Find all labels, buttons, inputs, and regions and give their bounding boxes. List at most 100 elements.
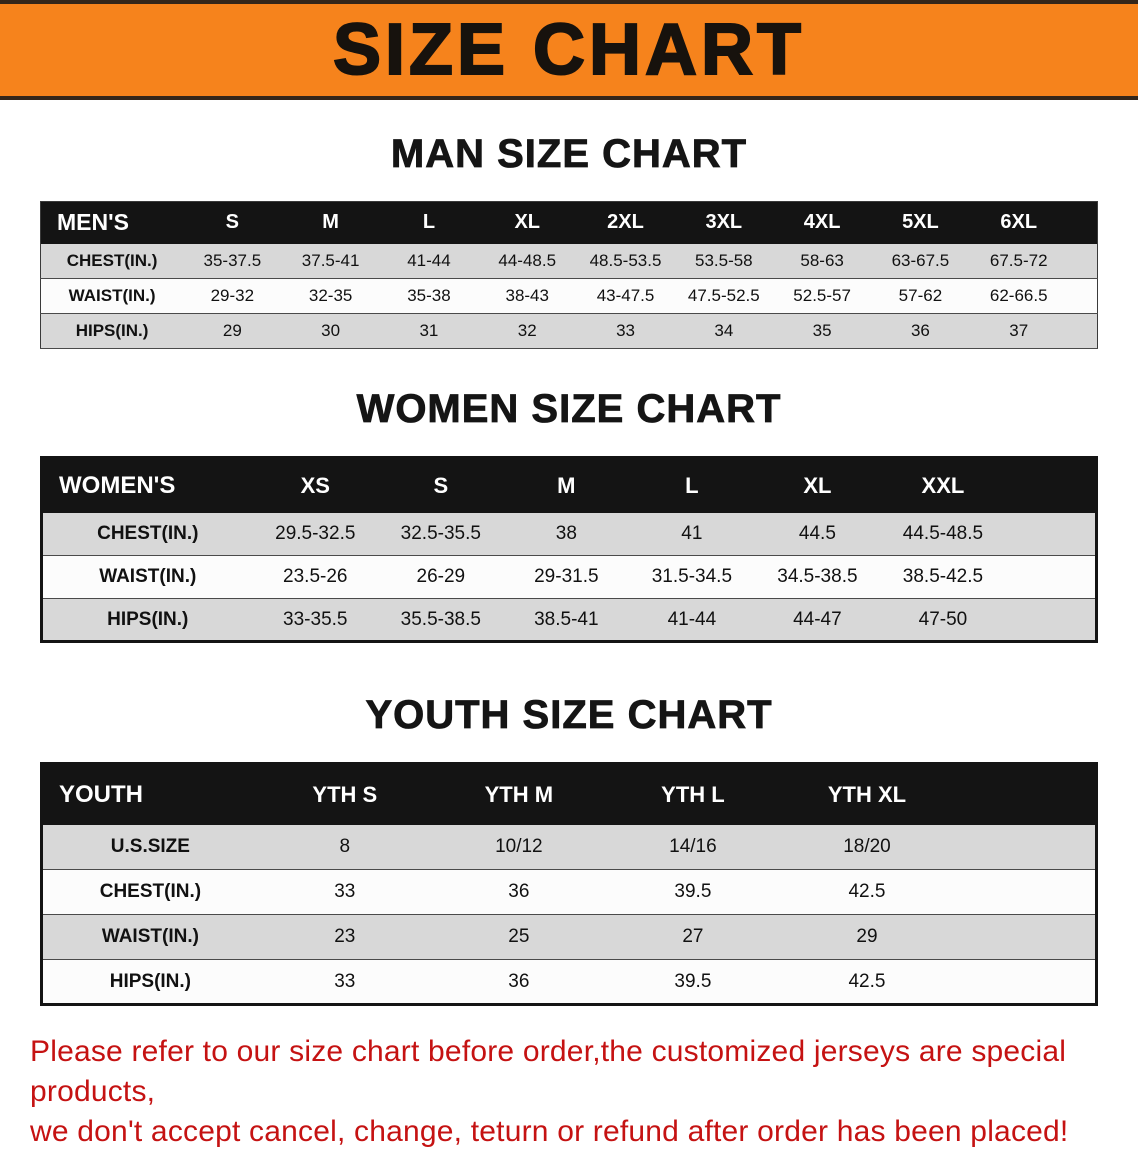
page-title: SIZE CHART [332,10,805,90]
size-value: 25 [508,926,530,947]
filler-cell [1068,314,1098,349]
youth-section-heading: YOUTH SIZE CHART [365,693,773,738]
size-value: 36 [910,321,930,340]
table-header-row: MEN'S S M L XL 2XL 3XL 4XL 5XL 6XL [40,201,1098,244]
size-value: 35 [812,321,832,340]
table-title-cell: WOMEN'S [41,457,253,513]
size-value: 43-47.5 [596,286,655,305]
size-value: 34 [714,321,734,340]
filler-cell [1068,244,1098,279]
size-value: 63-67.5 [891,250,950,270]
size-value: 42.5 [848,970,886,992]
filler-cell [1006,556,1097,599]
size-value: 48.5-53.5 [589,250,662,270]
table-row: HIPS(IN.) 33-35.5 35.5-38.5 38.5-41 41-44 44-… [41,598,1097,642]
size-header-cell: XL [478,201,577,244]
women-size-table: WOMEN'S XS S M L XL XXL CHEST(IN.) 29.5-32.5 32.5… [40,456,1098,643]
disclaimer-line-2: we don't accept cancel, change, teturn o… [30,1114,1069,1148]
row-label: HIPS(IN.) [107,608,189,630]
size-value: 37.5-41 [301,250,360,270]
size-value: 27 [682,926,704,947]
size-value: 30 [321,321,341,340]
size-header-cell: 4XL [772,201,872,244]
filler-cell [1068,279,1098,314]
size-value: 26-29 [416,566,466,587]
table-row: CHEST(IN.) 35-37.5 37.5-41 41-44 44-48.5 48.5… [40,243,1098,279]
filler-cell [954,960,1096,1005]
row-label: WAIST(IN.) [99,566,197,587]
size-value: 23 [334,926,356,947]
size-value: 32 [517,321,537,340]
size-value: 47.5-52.5 [687,286,760,305]
size-header-cell: S [378,457,504,513]
youth-size-section: YOUTH SIZE CHART YOUTH YTH S YTH M YTH L YTH… [0,693,1138,1006]
size-value: 57-62 [898,286,943,305]
size-header-cell: YTH L [605,763,780,825]
filler-cell [1005,457,1097,513]
men-section-heading: MAN SIZE CHART [390,132,748,177]
men-size-table: MEN'S S M L XL 2XL 3XL 4XL 5XL 6XL CHEST(IN.) 35-37… [40,201,1098,349]
youth-size-table: YOUTH YTH S YTH M YTH L YTH XL U.S.SIZE 8 10/12… [40,762,1098,1006]
row-label: CHEST(IN.) [66,250,158,270]
size-value: 39.5 [674,881,712,902]
banner: SIZE CHART [0,0,1138,100]
size-header-cell: 3XL [674,201,773,244]
table-row: WAIST(IN.) 23.5-26 26-29 29-31.5 31.5-34.5 34… [41,555,1097,599]
size-value: 32.5-35.5 [400,522,481,544]
table-row: HIPS(IN.) 33 36 39.5 42.5 [41,959,1097,1005]
size-header-cell: L [629,457,755,513]
size-value: 41-44 [407,250,451,270]
size-value: 44.5 [798,522,836,544]
size-value: 29 [222,321,242,340]
size-value: 38.5-41 [534,608,599,630]
size-value: 37 [1009,321,1029,340]
table-row: U.S.SIZE 8 10/12 14/16 18/20 [41,824,1097,870]
row-label: HIPS(IN.) [75,321,149,340]
size-header-cell: XL [754,457,881,513]
size-value: 34.5-38.5 [777,566,858,587]
size-value: 36 [508,881,530,902]
size-value: 67.5-72 [989,250,1048,270]
size-value: 31 [419,321,439,340]
size-value: 35-37.5 [203,250,262,270]
table-row: WAIST(IN.) 29-32 32-35 35-38 38-43 43-47.5 47.… [40,278,1098,314]
table-title-cell: YOUTH [41,763,258,825]
size-header-cell: M [281,201,380,244]
size-value: 29 [856,926,878,947]
table-title-cell: MEN'S [40,201,184,244]
size-header-cell: 5XL [871,201,970,244]
women-size-section: WOMEN SIZE CHART WOMEN'S XS S M L XL XXL CHEST(… [0,387,1138,643]
table-row: HIPS(IN.) 29 30 31 32 33 34 35 36 37 [40,313,1098,349]
size-value: 44-47 [793,608,842,630]
size-value: 44-48.5 [498,250,557,270]
row-label: WAIST(IN.) [101,926,199,947]
size-header-cell: XXL [880,457,1006,513]
size-header-cell: 2XL [576,201,675,244]
table-header-row: WOMEN'S XS S M L XL XXL [41,457,1097,513]
size-value: 38.5-42.5 [902,566,984,587]
size-value: 38-43 [505,286,549,305]
size-header-cell: XS [252,457,379,513]
size-header-cell: YTH S [257,763,432,825]
size-value: 32-35 [308,286,353,305]
size-value: 18/20 [843,835,891,857]
filler-cell [1067,201,1098,244]
size-value: 53.5-58 [694,250,753,270]
size-value: 33 [334,881,356,902]
filler-cell [1006,513,1097,556]
row-label: WAIST(IN.) [68,286,156,305]
row-label: HIPS(IN.) [109,970,192,992]
size-value: 39.5 [674,970,712,992]
size-value: 8 [339,835,351,857]
size-value: 35.5-38.5 [400,608,481,630]
size-value: 36 [508,970,530,992]
size-header-cell: 6XL [969,201,1068,244]
size-value: 14/16 [669,835,717,857]
filler-cell [954,870,1096,915]
size-value: 42.5 [848,881,886,902]
filler-cell [954,915,1096,960]
row-label: CHEST(IN.) [99,881,202,902]
table-row: CHEST(IN.) 29.5-32.5 32.5-35.5 38 41 44.5 44.5… [41,512,1097,556]
disclaimer-text: Please refer to our size chart before or… [30,1032,1118,1152]
